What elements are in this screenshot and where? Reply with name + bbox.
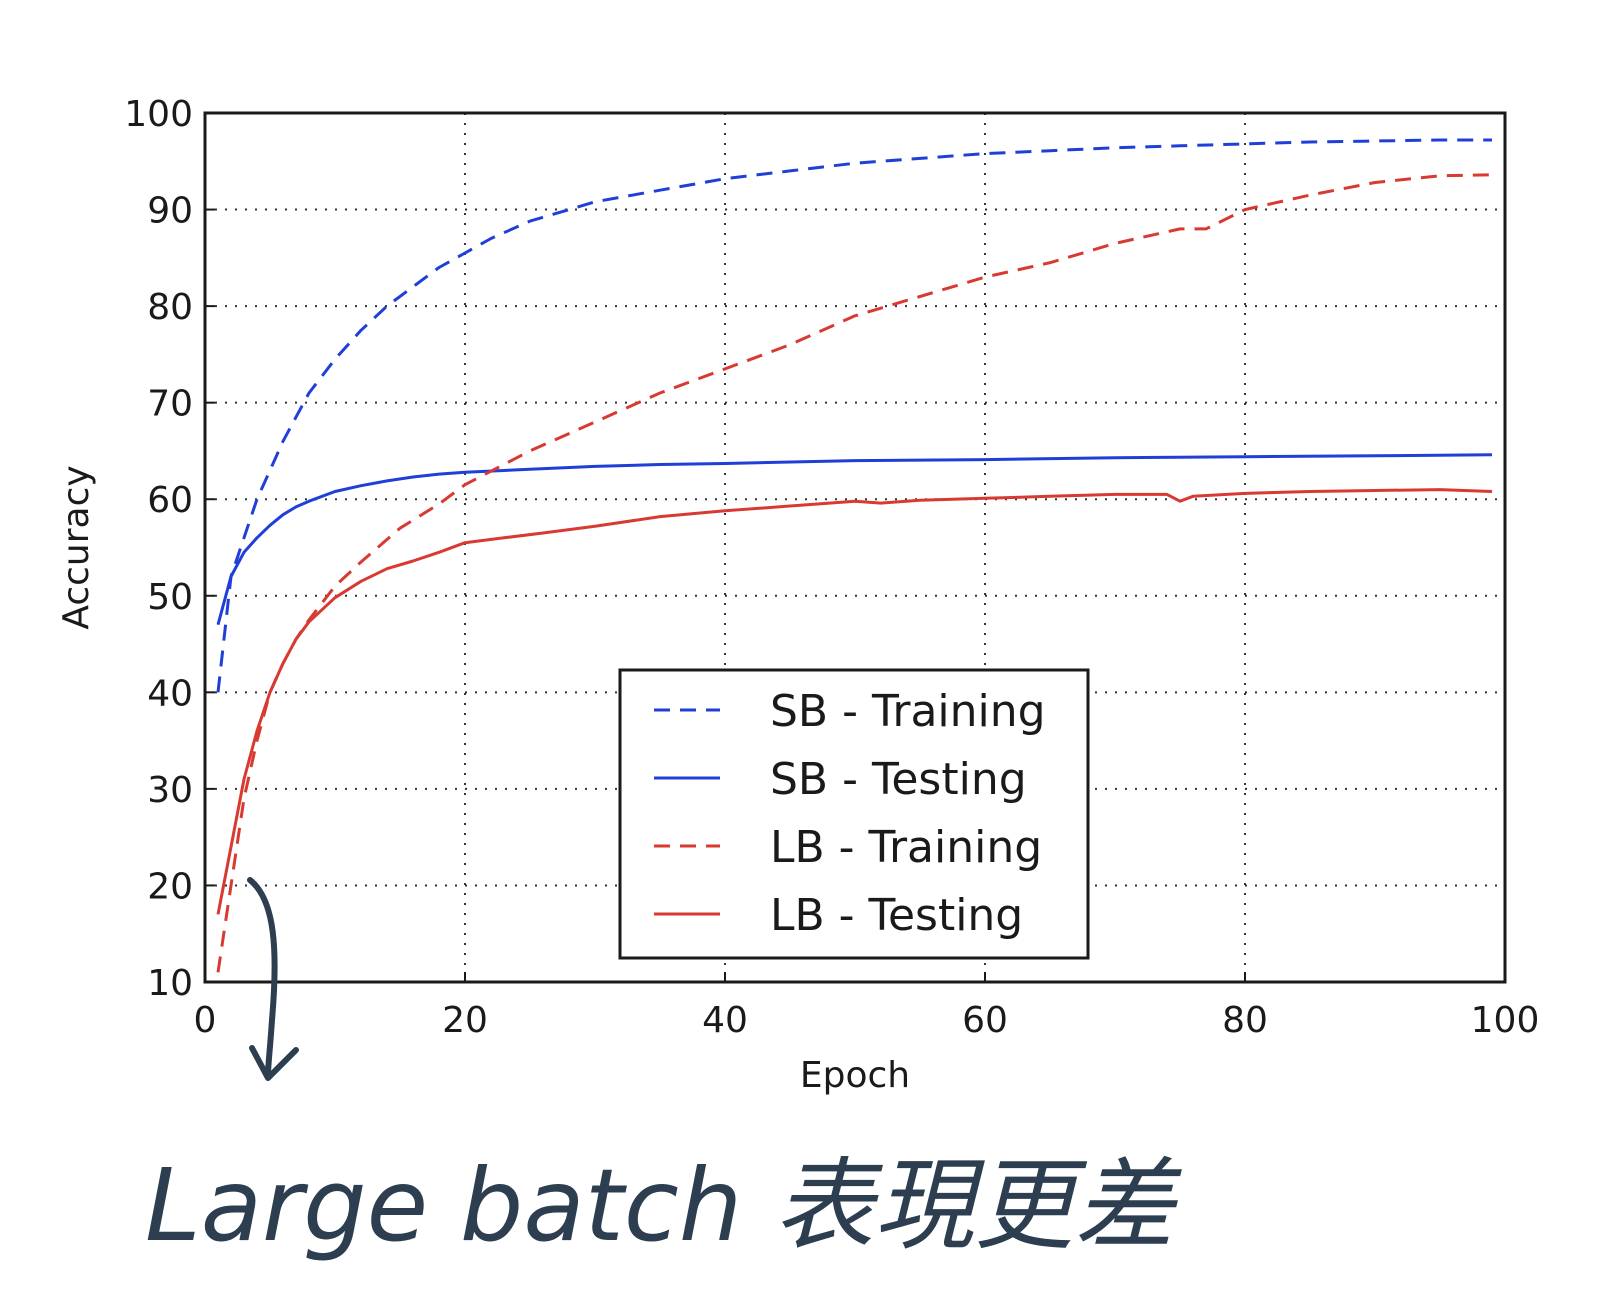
x-tick-label: 100 — [1471, 1000, 1540, 1041]
y-tick-label: 50 — [147, 577, 193, 618]
x-tick-label: 0 — [194, 1000, 217, 1041]
x-tick-label: 20 — [442, 1000, 488, 1041]
y-tick-label: 80 — [147, 287, 193, 328]
axis-ticks: 0 20 40 60 80 100 10 20 30 40 50 60 70 80 90 100 — [124, 94, 1539, 1041]
legend-label: SB - Training — [770, 686, 1046, 737]
legend-label: LB - Training — [770, 822, 1042, 873]
y-tick-label: 60 — [147, 480, 193, 521]
series-layer — [216, 138, 1493, 973]
x-axis-label: Epoch — [800, 1055, 910, 1096]
plot-frame — [203, 111, 1507, 984]
legend-box — [618, 668, 1090, 960]
y-tick-label: 40 — [147, 673, 193, 714]
y-tick-label: 70 — [147, 384, 193, 425]
y-tick-label: 100 — [124, 94, 193, 135]
legend-label: SB - Testing — [770, 754, 1027, 805]
y-tick-label: 30 — [147, 770, 193, 811]
x-tick-label: 40 — [702, 1000, 748, 1041]
y-tick-label: 90 — [147, 191, 193, 232]
series-line-lb-training — [216, 173, 1493, 973]
arrow-shaft — [247, 877, 278, 1078]
series-line-lb-testing — [216, 488, 1493, 915]
y-tick-label: 10 — [147, 963, 193, 1004]
series-line-sb-testing — [216, 453, 1493, 626]
handwritten-note: Large batch 表現更差 — [145, 1147, 1182, 1264]
series-line-sb-training — [216, 138, 1492, 693]
x-tick-label: 80 — [1222, 1000, 1268, 1041]
y-axis-label: Accuracy — [56, 465, 97, 629]
legend: SB - Training SB - Testing LB - Training LB… — [618, 668, 1090, 960]
x-tick-label: 60 — [962, 1000, 1008, 1041]
arrow-annotation — [247, 877, 299, 1081]
y-tick-label: 20 — [147, 866, 193, 907]
arrow-head — [249, 1045, 299, 1081]
legend-label: LB - Testing — [770, 890, 1023, 941]
